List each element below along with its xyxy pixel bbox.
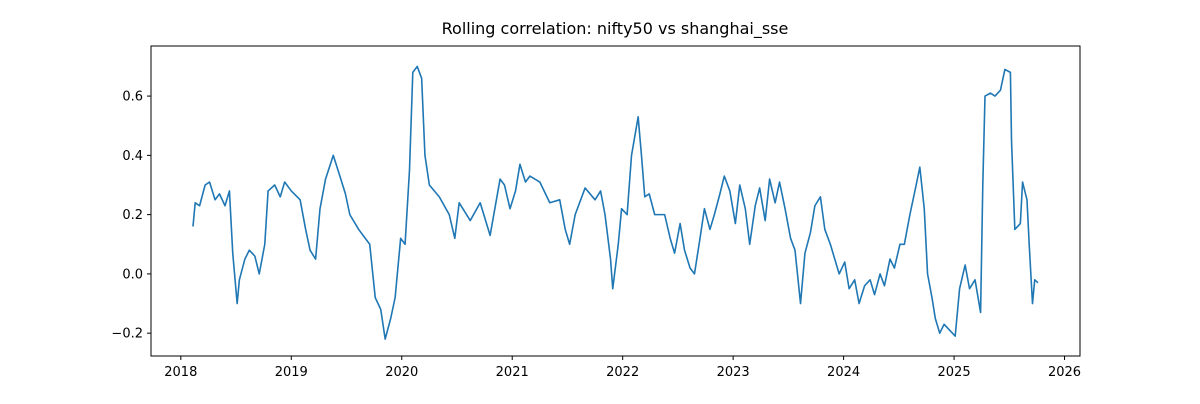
x-tick-label: 2022 [606, 365, 639, 380]
plot-frame [150, 45, 1081, 357]
chart-title: Rolling correlation: nifty50 vs shanghai… [442, 19, 789, 39]
y-tick-label: 0.4 [122, 149, 143, 164]
x-tick-label: 2019 [275, 365, 308, 380]
x-tick-label: 2018 [164, 365, 197, 380]
x-tick-label: 2025 [938, 365, 971, 380]
y-tick-label: −0.2 [111, 327, 143, 342]
y-tick-label: 0.0 [122, 267, 143, 282]
x-tick-label: 2020 [385, 365, 418, 380]
line-series [192, 65, 1039, 340]
y-tick-label: 0.2 [122, 208, 143, 223]
x-tick-label: 2026 [1048, 365, 1081, 380]
x-tick-label: 2023 [717, 365, 750, 380]
x-tick-label: 2021 [496, 365, 529, 380]
x-tick-label: 2024 [827, 365, 860, 380]
y-tick-label: 0.6 [122, 90, 143, 105]
